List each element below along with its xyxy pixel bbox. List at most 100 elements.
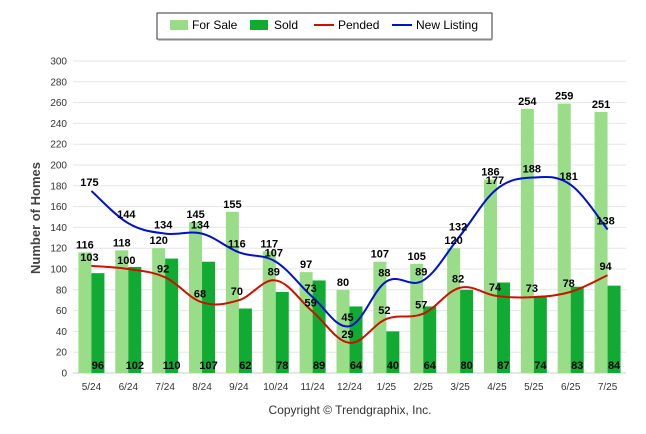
data-label-sold: 83 xyxy=(571,360,583,372)
x-tick-label: 5/25 xyxy=(524,382,544,393)
bar-sold xyxy=(238,308,252,373)
data-label-new-listing: 45 xyxy=(341,312,353,324)
data-label-new-listing: 116 xyxy=(228,238,246,250)
y-tick-label: 280 xyxy=(50,77,67,88)
y-tick-label: 60 xyxy=(56,306,68,317)
data-label-new-listing: 107 xyxy=(265,248,283,260)
data-label-for-sale: 97 xyxy=(300,259,312,271)
y-tick-label: 180 xyxy=(50,181,67,192)
data-label-sold: 64 xyxy=(424,360,437,372)
bar-sold xyxy=(496,282,510,373)
y-tick-label: 20 xyxy=(56,348,68,359)
x-axis-ticks: 5/24 6/24 7/24 8/24 9/24 10/24 11/24 12/24 1/25 2… xyxy=(82,382,618,393)
data-label-new-listing: 144 xyxy=(117,209,136,221)
y-tick-label: 200 xyxy=(50,161,67,172)
data-label-pended: 70 xyxy=(231,286,243,298)
data-label-pended: 29 xyxy=(341,329,353,341)
bar-for-sale xyxy=(557,103,571,373)
legend-label-pended: Pended xyxy=(338,18,379,32)
x-tick-label: 9/24 xyxy=(229,382,249,393)
data-label-new-listing: 138 xyxy=(596,215,614,227)
y-axis-title: Number of Homes xyxy=(28,162,43,274)
x-tick-label: 5/24 xyxy=(82,382,102,393)
bar-for-sale xyxy=(115,250,129,373)
x-tick-label: 10/24 xyxy=(263,382,288,393)
bar-sold xyxy=(165,258,179,373)
lines xyxy=(90,175,609,344)
data-label-for-sale: 116 xyxy=(76,239,94,251)
data-label-sold: 64 xyxy=(350,360,363,372)
data-label-sold: 89 xyxy=(313,360,325,372)
data-label-new-listing: 73 xyxy=(305,283,317,295)
bar-sold xyxy=(607,285,621,373)
legend: For Sale Sold Pended New Listing xyxy=(156,12,493,41)
data-label-new-listing: 177 xyxy=(486,175,504,187)
data-label-new-listing: 134 xyxy=(154,220,173,232)
x-tick-label: 6/25 xyxy=(561,382,581,393)
bar-for-sale xyxy=(410,263,424,373)
data-label-pended: 57 xyxy=(415,300,427,312)
x-tick-label: 1/25 xyxy=(377,382,397,393)
data-label-pended: 100 xyxy=(117,255,135,267)
y-tick-label: 100 xyxy=(50,265,67,276)
bar-sold xyxy=(386,331,400,373)
y-tick-label: 120 xyxy=(50,244,67,255)
data-label-for-sale: 251 xyxy=(592,99,610,111)
legend-swatch-sold xyxy=(250,20,268,30)
data-label-for-sale: 117 xyxy=(260,238,278,250)
data-label-sold: 62 xyxy=(239,360,251,372)
bar-for-sale xyxy=(152,248,166,373)
data-label-pended: 94 xyxy=(599,261,612,273)
x-tick-label: 8/24 xyxy=(192,382,212,393)
bar-for-sale xyxy=(299,272,313,373)
data-label-for-sale: 105 xyxy=(408,251,426,263)
y-tick-label: 220 xyxy=(50,140,67,151)
data-label-for-sale: 120 xyxy=(444,235,462,247)
bar-sold xyxy=(533,296,547,373)
y-tick-label: 260 xyxy=(50,98,67,109)
x-tick-label: 2/25 xyxy=(413,382,433,393)
data-label-pended: 92 xyxy=(157,263,169,275)
data-label-sold: 96 xyxy=(92,360,104,372)
data-label-sold: 87 xyxy=(497,360,509,372)
y-tick-label: 300 xyxy=(50,57,67,68)
legend-label-sold: Sold xyxy=(274,18,298,32)
x-tick-label: 6/24 xyxy=(119,382,139,393)
y-tick-label: 140 xyxy=(50,223,67,234)
data-label-sold: 78 xyxy=(276,360,288,372)
data-label-sold: 110 xyxy=(163,360,181,372)
bar-for-sale xyxy=(78,252,92,373)
bar-sold xyxy=(349,306,363,373)
bar-for-sale xyxy=(447,248,461,373)
data-label-sold: 80 xyxy=(460,360,472,372)
bar-sold xyxy=(275,291,289,373)
line-pended xyxy=(91,264,608,344)
legend-label-for-sale: For Sale xyxy=(192,18,238,32)
bar-for-sale xyxy=(594,111,608,374)
bar-for-sale xyxy=(336,289,350,373)
data-label-sold: 74 xyxy=(534,360,547,372)
bar-sold xyxy=(91,273,105,373)
bar-for-sale xyxy=(483,179,497,373)
data-label-new-listing: 89 xyxy=(415,266,427,278)
bar-for-sale xyxy=(373,261,387,373)
data-label-sold: 84 xyxy=(608,360,621,372)
data-label-pended: 74 xyxy=(489,282,502,294)
data-label-pended: 73 xyxy=(526,283,538,295)
data-label-for-sale: 120 xyxy=(149,235,167,247)
x-tick-label: 7/24 xyxy=(155,382,175,393)
data-labels: 116 96 118 102 120 110 145 107 155 62 117 78 97 89 80 6… xyxy=(76,91,621,372)
data-label-new-listing: 134 xyxy=(191,220,210,232)
bar-sold xyxy=(570,286,584,373)
y-tick-label: 40 xyxy=(56,327,68,338)
data-label-pended: 82 xyxy=(452,274,464,286)
bar-for-sale xyxy=(520,108,534,373)
data-label-pended: 68 xyxy=(194,288,206,300)
data-label-new-listing: 175 xyxy=(80,177,98,189)
y-tick-label: 80 xyxy=(56,285,68,296)
data-label-for-sale: 145 xyxy=(186,209,204,221)
data-label-pended: 89 xyxy=(268,266,280,278)
x-tick-label: 4/25 xyxy=(487,382,507,393)
data-label-new-listing: 132 xyxy=(449,222,467,234)
x-tick-label: 11/24 xyxy=(300,382,325,393)
